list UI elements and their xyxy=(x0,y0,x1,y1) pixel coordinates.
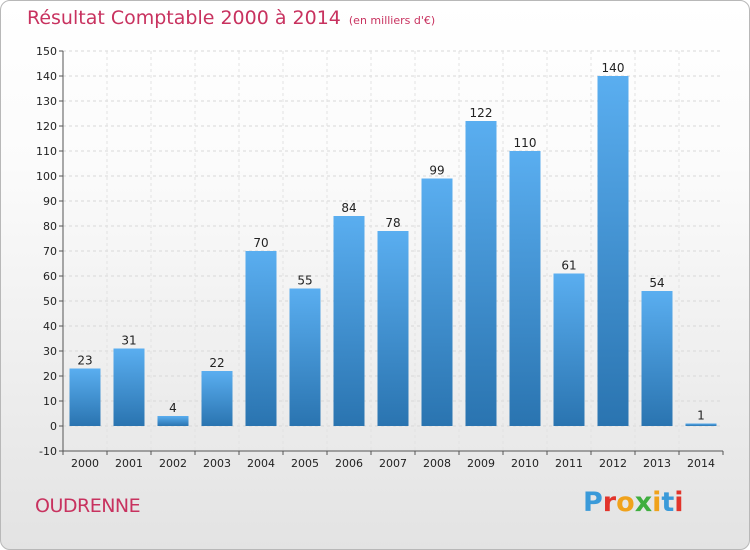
x-tick-label: 2006 xyxy=(335,457,363,470)
data-label: 31 xyxy=(121,334,136,348)
logo-letter: t xyxy=(661,487,675,518)
data-label: 110 xyxy=(514,136,537,150)
bar xyxy=(685,423,717,426)
bar xyxy=(641,291,673,426)
x-tick-label: 2012 xyxy=(599,457,627,470)
y-tick-label: 140 xyxy=(36,70,57,83)
bar xyxy=(377,231,409,426)
chart-title: Résultat Comptable 2000 à 2014 xyxy=(27,7,341,29)
y-tick-label: 110 xyxy=(36,145,57,158)
logo-letter: x xyxy=(634,487,653,518)
logo-letter: o xyxy=(616,487,635,518)
commune-name: OUDRENNE xyxy=(35,495,141,517)
data-label: 23 xyxy=(77,354,92,368)
x-tick-label: 2001 xyxy=(115,457,143,470)
y-tick-label: 10 xyxy=(43,395,57,408)
bar xyxy=(597,76,629,426)
bar xyxy=(553,273,585,426)
x-tick-label: 2002 xyxy=(159,457,187,470)
x-tick-label: 2008 xyxy=(423,457,451,470)
data-label: 84 xyxy=(341,201,356,215)
x-tick-label: 2005 xyxy=(291,457,319,470)
data-label: 78 xyxy=(385,216,400,230)
y-tick-label: 80 xyxy=(43,220,57,233)
x-tick-label: 2013 xyxy=(643,457,671,470)
data-label: 70 xyxy=(253,236,268,250)
y-tick-label: 90 xyxy=(43,195,57,208)
data-label: 1 xyxy=(697,409,705,423)
x-tick-label: 2000 xyxy=(71,457,99,470)
data-label: 99 xyxy=(429,164,444,178)
value-labels: 23 31 4 22 70 55 84 78 99 122 110 61 140 54 1 xyxy=(77,61,704,423)
data-label: 54 xyxy=(649,276,664,290)
x-tick-label: 2004 xyxy=(247,457,275,470)
x-tick-label: 2007 xyxy=(379,457,407,470)
y-tick-label: 70 xyxy=(43,245,57,258)
y-tick-label: 50 xyxy=(43,295,57,308)
chart-unit: (en milliers d'€) xyxy=(348,14,436,27)
logo-letter: P xyxy=(583,487,603,518)
y-tick-label: 100 xyxy=(36,170,57,183)
bar xyxy=(509,151,541,426)
proxiti-logo: Proxiti xyxy=(583,487,684,518)
data-label: 4 xyxy=(169,401,177,415)
logo-letter: i xyxy=(652,487,662,518)
axes: -10 0 10 20 30 40 50 60 70 80 90 100 110 120 130 140 150… xyxy=(36,45,724,470)
x-tick-label: 2009 xyxy=(467,457,495,470)
data-label: 61 xyxy=(561,259,576,273)
x-tick-label: 2010 xyxy=(511,457,539,470)
logo-letter: r xyxy=(602,487,617,518)
bar xyxy=(113,348,145,426)
bar xyxy=(69,368,101,426)
bar xyxy=(465,121,497,426)
logo-letter: i xyxy=(674,487,684,518)
bar xyxy=(201,371,233,426)
bar xyxy=(333,216,365,426)
chart-title-row: Résultat Comptable 2000 à 2014 (en millie… xyxy=(27,7,435,29)
data-label: 55 xyxy=(297,274,312,288)
bar xyxy=(289,288,321,426)
data-label: 122 xyxy=(470,106,493,120)
data-label: 22 xyxy=(209,356,224,370)
y-tick-label: 60 xyxy=(43,270,57,283)
y-tick-label: 40 xyxy=(43,320,57,333)
data-label: 140 xyxy=(602,61,625,75)
y-tick-label: -10 xyxy=(39,445,57,458)
y-tick-label: 120 xyxy=(36,120,57,133)
bar xyxy=(157,416,189,426)
x-tick-label: 2011 xyxy=(555,457,583,470)
y-tick-label: 130 xyxy=(36,95,57,108)
y-tick-label: 0 xyxy=(50,420,57,433)
bar xyxy=(245,251,277,426)
x-tick-label: 2014 xyxy=(687,457,715,470)
x-tick-label: 2003 xyxy=(203,457,231,470)
y-tick-label: 150 xyxy=(36,45,57,58)
y-tick-label: 20 xyxy=(43,370,57,383)
bars xyxy=(69,76,717,426)
bar xyxy=(421,178,453,426)
y-tick-label: 30 xyxy=(43,345,57,358)
